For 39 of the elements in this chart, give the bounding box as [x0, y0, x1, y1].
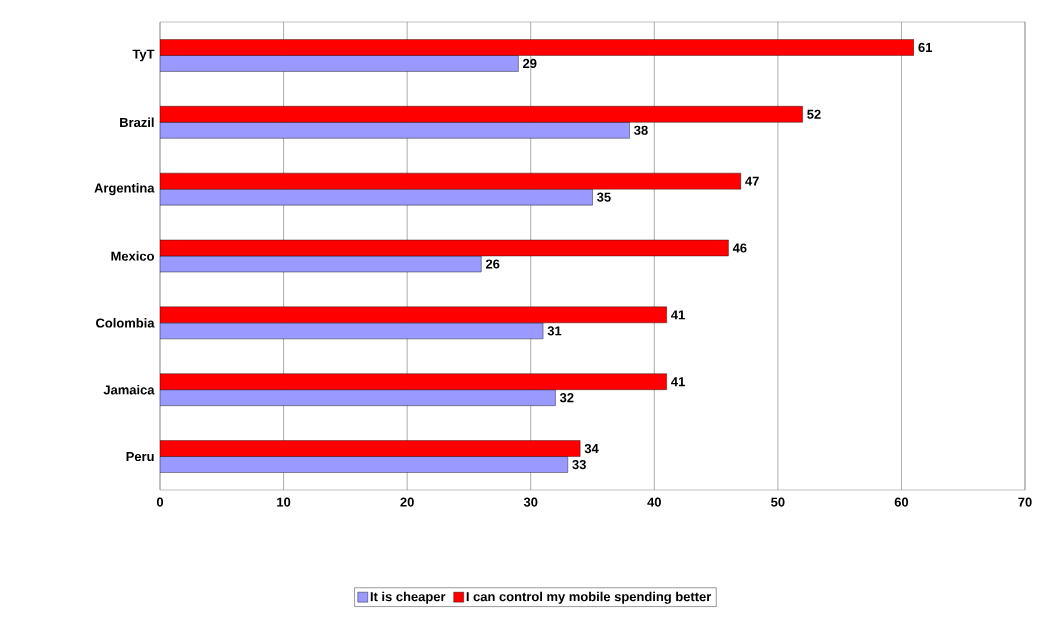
data-label: 31 [547, 326, 562, 336]
data-label: 33 [572, 459, 586, 470]
x-tick-label: 20 [400, 497, 414, 507]
x-tick-label: 0 [156, 497, 164, 507]
bar [160, 440, 581, 457]
data-label: 52 [807, 109, 821, 119]
data-label: 61 [918, 42, 933, 53]
x-tick-label: 40 [647, 497, 661, 507]
x-tick-label: 50 [771, 497, 785, 507]
y-tick-label: Colombia [96, 318, 155, 328]
bar [160, 456, 568, 473]
x-tick-label: 60 [894, 497, 909, 507]
data-label: 29 [523, 58, 537, 69]
data-label: 38 [634, 125, 648, 135]
x-tick-label: 70 [1018, 497, 1032, 507]
y-tick-label: Argentina [94, 183, 155, 196]
data-label: 46 [732, 243, 747, 253]
bar [160, 106, 803, 123]
legend-label: I can control my mobile spending better [466, 591, 712, 604]
data-label: 34 [584, 443, 599, 454]
y-tick-label: Jamaica [103, 384, 155, 395]
bar [160, 55, 519, 72]
x-tick-label: 30 [523, 497, 538, 507]
y-tick-label: Peru [126, 452, 154, 462]
y-tick-label: TyT [132, 49, 155, 62]
y-tick-label: Mexico [111, 251, 154, 261]
data-label: 41 [671, 310, 685, 320]
legend-label: It is cheaper [370, 591, 446, 604]
data-label: 41 [671, 377, 685, 387]
bar [160, 122, 630, 139]
bar [160, 389, 556, 406]
data-label: 47 [745, 176, 759, 186]
data-label: 35 [597, 192, 611, 202]
y-tick-label: Brazil [120, 117, 154, 128]
x-tick-label: 10 [277, 497, 291, 507]
data-label: 32 [559, 393, 574, 403]
bar [160, 39, 914, 56]
bar [160, 373, 667, 390]
data-label: 26 [485, 259, 500, 269]
